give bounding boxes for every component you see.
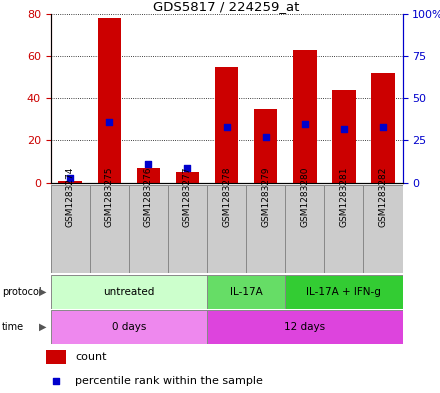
Text: percentile rank within the sample: percentile rank within the sample bbox=[76, 376, 263, 386]
Point bbox=[262, 134, 269, 140]
Point bbox=[223, 124, 230, 130]
Text: GSM1283277: GSM1283277 bbox=[183, 167, 192, 227]
Text: GSM1283281: GSM1283281 bbox=[339, 167, 348, 227]
Bar bbox=[215, 66, 238, 183]
Bar bbox=[90, 185, 129, 273]
Text: GSM1283278: GSM1283278 bbox=[222, 167, 231, 227]
Text: protocol: protocol bbox=[2, 287, 42, 297]
Bar bbox=[51, 275, 207, 309]
Bar bbox=[363, 185, 403, 273]
Bar bbox=[51, 185, 90, 273]
Text: time: time bbox=[2, 322, 24, 332]
Bar bbox=[59, 181, 82, 183]
Bar bbox=[176, 172, 199, 183]
Text: GSM1283280: GSM1283280 bbox=[301, 167, 309, 227]
Bar bbox=[293, 50, 316, 183]
Point bbox=[52, 378, 59, 384]
Bar bbox=[285, 185, 324, 273]
Text: IL-17A: IL-17A bbox=[230, 287, 263, 297]
Bar bbox=[46, 351, 66, 364]
Text: ▶: ▶ bbox=[39, 287, 46, 297]
Text: GSM1283275: GSM1283275 bbox=[105, 167, 114, 227]
Point bbox=[380, 124, 387, 130]
Text: ▶: ▶ bbox=[39, 322, 46, 332]
Point bbox=[301, 120, 308, 127]
Bar bbox=[51, 310, 207, 344]
Bar bbox=[324, 185, 363, 273]
Bar bbox=[129, 185, 168, 273]
Text: count: count bbox=[76, 352, 107, 362]
Text: GSM1283279: GSM1283279 bbox=[261, 167, 270, 227]
Point bbox=[106, 119, 113, 125]
Title: GDS5817 / 224259_at: GDS5817 / 224259_at bbox=[154, 0, 300, 13]
Text: GSM1283274: GSM1283274 bbox=[66, 167, 75, 227]
Text: 12 days: 12 days bbox=[284, 322, 326, 332]
Bar bbox=[98, 18, 121, 183]
Text: GSM1283276: GSM1283276 bbox=[144, 167, 153, 227]
Text: 0 days: 0 days bbox=[112, 322, 146, 332]
Point bbox=[66, 174, 73, 181]
Bar bbox=[246, 185, 285, 273]
Text: untreated: untreated bbox=[103, 287, 154, 297]
Bar bbox=[168, 185, 207, 273]
Bar bbox=[207, 310, 403, 344]
Bar bbox=[285, 275, 403, 309]
Bar bbox=[332, 90, 356, 183]
Text: IL-17A + IFN-g: IL-17A + IFN-g bbox=[307, 287, 381, 297]
Bar bbox=[207, 185, 246, 273]
Text: GSM1283282: GSM1283282 bbox=[378, 167, 388, 227]
Point bbox=[184, 164, 191, 171]
Bar bbox=[254, 109, 278, 183]
Bar bbox=[207, 275, 285, 309]
Point bbox=[145, 161, 152, 167]
Point bbox=[341, 125, 348, 132]
Bar bbox=[371, 73, 395, 183]
Bar bbox=[137, 168, 160, 183]
